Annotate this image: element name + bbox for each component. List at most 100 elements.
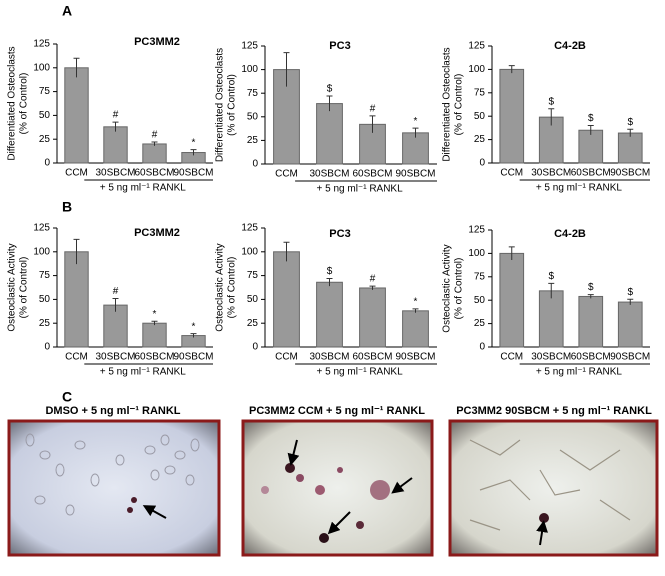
y-tick-label: 125 xyxy=(241,41,258,52)
bar xyxy=(578,295,604,348)
x-tick-label: 60SBCM xyxy=(571,168,611,179)
y-tick-label: 0 xyxy=(44,158,50,169)
bar xyxy=(64,67,89,164)
x-tick-label: 90SBCM xyxy=(395,169,435,180)
x-tick-label: CCM xyxy=(500,352,523,363)
y-tick-label: 50 xyxy=(39,294,51,305)
significance-mark: * xyxy=(414,297,418,308)
significance-mark: * xyxy=(414,116,418,127)
error-bar xyxy=(112,121,119,132)
error-bar xyxy=(151,320,158,326)
y-axis-label: Osteoclastic Activity xyxy=(442,244,453,332)
chart-title: PC3MM2 xyxy=(134,227,180,239)
significance-mark: $ xyxy=(327,84,333,95)
y-tick-label: 75 xyxy=(39,270,51,281)
y-tick-label: 100 xyxy=(241,64,258,75)
panel-label: B xyxy=(62,199,72,215)
x-tick-label: 60SBCM xyxy=(352,352,392,363)
significance-mark: # xyxy=(370,274,376,285)
significance-mark: $ xyxy=(588,113,594,124)
y-tick-label: 50 xyxy=(247,111,259,122)
error-bar xyxy=(326,95,333,112)
x-tick-label: 60SBCM xyxy=(352,169,392,180)
x-tick-label: 90SBCM xyxy=(610,168,650,179)
bar xyxy=(402,310,429,348)
y-tick-label: 100 xyxy=(241,246,258,257)
error-bar xyxy=(412,308,419,313)
y-tick-label: 125 xyxy=(468,41,485,52)
error-bar xyxy=(369,115,376,133)
y-axis-label: (% of Control) xyxy=(454,258,465,320)
y-tick-label: 25 xyxy=(247,135,259,146)
bar xyxy=(273,251,300,348)
y-tick-label: 75 xyxy=(474,271,486,282)
bar xyxy=(316,103,343,165)
y-tick-label: 0 xyxy=(479,158,485,169)
x-tick-label: CCM xyxy=(500,168,523,179)
x-axis-label: + 5 ng ml⁻¹ RANKL xyxy=(536,183,623,194)
y-axis-label: (% of Control) xyxy=(227,74,238,136)
y-axis-label: Osteoclastic Activity xyxy=(215,243,226,331)
bar xyxy=(103,126,128,164)
chart-title: PC3 xyxy=(329,40,350,52)
bar xyxy=(538,290,564,348)
x-axis-label: + 5 ng ml⁻¹ RANKL xyxy=(100,367,187,378)
error-bar xyxy=(283,241,290,262)
bar xyxy=(499,252,525,348)
x-axis-label: + 5 ng ml⁻¹ RANKL xyxy=(536,367,623,378)
micrograph xyxy=(448,419,659,557)
y-axis-label: Differentiated Osteoclasts xyxy=(7,46,18,160)
error-bar xyxy=(508,65,515,74)
significance-mark: $ xyxy=(627,287,633,298)
error-bar xyxy=(151,141,158,146)
x-tick-label: CCM xyxy=(275,169,298,180)
y-tick-label: 100 xyxy=(468,64,485,75)
y-tick-label: 25 xyxy=(474,318,486,329)
micrograph xyxy=(7,419,221,557)
chart-title: C4-2B xyxy=(554,40,586,52)
y-tick-label: 50 xyxy=(39,110,51,121)
significance-mark: * xyxy=(153,309,157,320)
error-bar xyxy=(73,238,80,265)
significance-mark: # xyxy=(370,103,376,114)
image-title: DMSO + 5 ng ml⁻¹ RANKL xyxy=(45,405,180,417)
y-axis-label: Differentiated Osteoclasts xyxy=(215,48,226,162)
y-tick-label: 75 xyxy=(247,270,259,281)
x-tick-label: 60SBCM xyxy=(134,352,174,363)
y-tick-label: 50 xyxy=(474,295,486,306)
error-bar xyxy=(326,277,333,287)
error-bar xyxy=(587,294,594,299)
x-tick-label: 90SBCM xyxy=(395,352,435,363)
y-tick-label: 100 xyxy=(33,62,50,73)
x-tick-label: 60SBCM xyxy=(571,352,611,363)
bar xyxy=(142,322,167,348)
y-tick-label: 25 xyxy=(247,318,259,329)
error-bar xyxy=(190,333,197,338)
significance-mark: $ xyxy=(548,96,554,107)
error-bar xyxy=(283,52,290,87)
significance-mark: * xyxy=(192,321,196,332)
y-tick-label: 100 xyxy=(468,248,485,259)
chart-title: PC3 xyxy=(329,228,350,240)
y-tick-label: 125 xyxy=(468,225,485,236)
y-axis-label: (% of Control) xyxy=(19,73,30,135)
error-bar xyxy=(190,149,197,156)
significance-mark: # xyxy=(152,130,158,141)
x-tick-label: 90SBCM xyxy=(173,168,213,179)
error-bar xyxy=(73,57,80,78)
y-tick-label: 75 xyxy=(39,86,51,97)
image-title: PC3MM2 90SBCM + 5 ng ml⁻¹ RANKL xyxy=(456,405,652,417)
y-tick-label: 100 xyxy=(33,246,50,257)
x-tick-label: CCM xyxy=(65,168,88,179)
y-tick-label: 25 xyxy=(39,134,51,145)
y-axis-label: (% of Control) xyxy=(19,257,30,319)
bar xyxy=(578,129,604,164)
error-bar xyxy=(112,297,119,312)
x-tick-label: 30SBCM xyxy=(95,168,135,179)
y-tick-label: 125 xyxy=(33,39,50,50)
y-tick-label: 125 xyxy=(241,223,258,234)
x-tick-label: 30SBCM xyxy=(309,169,349,180)
x-tick-label: 30SBCM xyxy=(531,168,571,179)
y-axis-label: (% of Control) xyxy=(454,74,465,136)
x-tick-label: 30SBCM xyxy=(531,352,571,363)
